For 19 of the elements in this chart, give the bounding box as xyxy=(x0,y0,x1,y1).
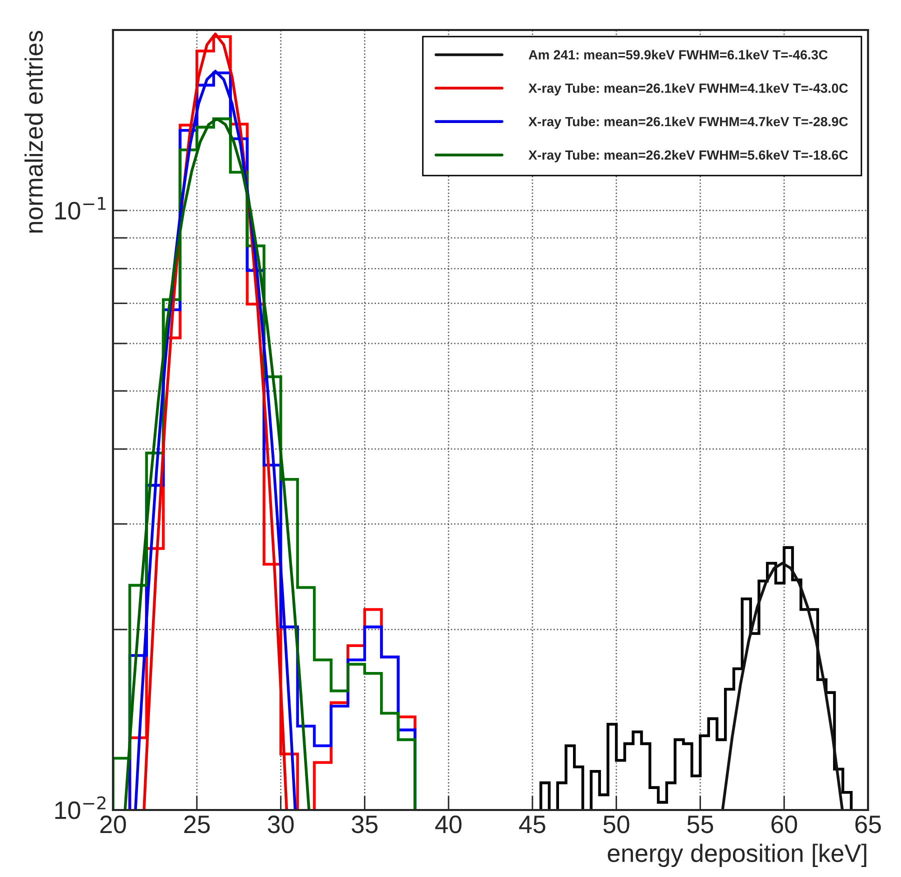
line-series xyxy=(721,562,844,810)
x-tick-label: 20 xyxy=(100,816,126,834)
legend-label: Am 241: mean=59.9keV FWHM=6.1keV T=-46.3C xyxy=(528,50,828,60)
x-axis-title: energy deposition [keV] xyxy=(608,844,866,868)
x-tick-label: 35 xyxy=(352,816,378,834)
y-tick-label: 10$^{−1}$ xyxy=(55,197,106,220)
line-series xyxy=(124,117,310,810)
x-tick-label: 50 xyxy=(603,816,630,834)
legend-label: X-ray Tube: mean=26.1keV FWHM=4.7keV T=-28.9C xyxy=(528,116,848,129)
legend-label: X-ray Tube: mean=26.2keV FWHM=5.6keV T=-18.6C xyxy=(528,150,848,162)
x-tick-label: 30 xyxy=(268,816,294,834)
x-tick-label: 60 xyxy=(772,816,798,834)
legend-label: X-ray Tube: mean=26.1keV FWHM=4.1keV T=-43.0C xyxy=(528,83,848,96)
x-tick-label: 55 xyxy=(687,816,714,834)
x-tick-label: 65 xyxy=(855,816,881,834)
x-tick-label: 25 xyxy=(184,816,210,834)
x-tick-label: 40 xyxy=(435,816,462,834)
x-tick-label: 45 xyxy=(519,816,546,834)
y-axis-title: normalized entries xyxy=(24,30,43,233)
